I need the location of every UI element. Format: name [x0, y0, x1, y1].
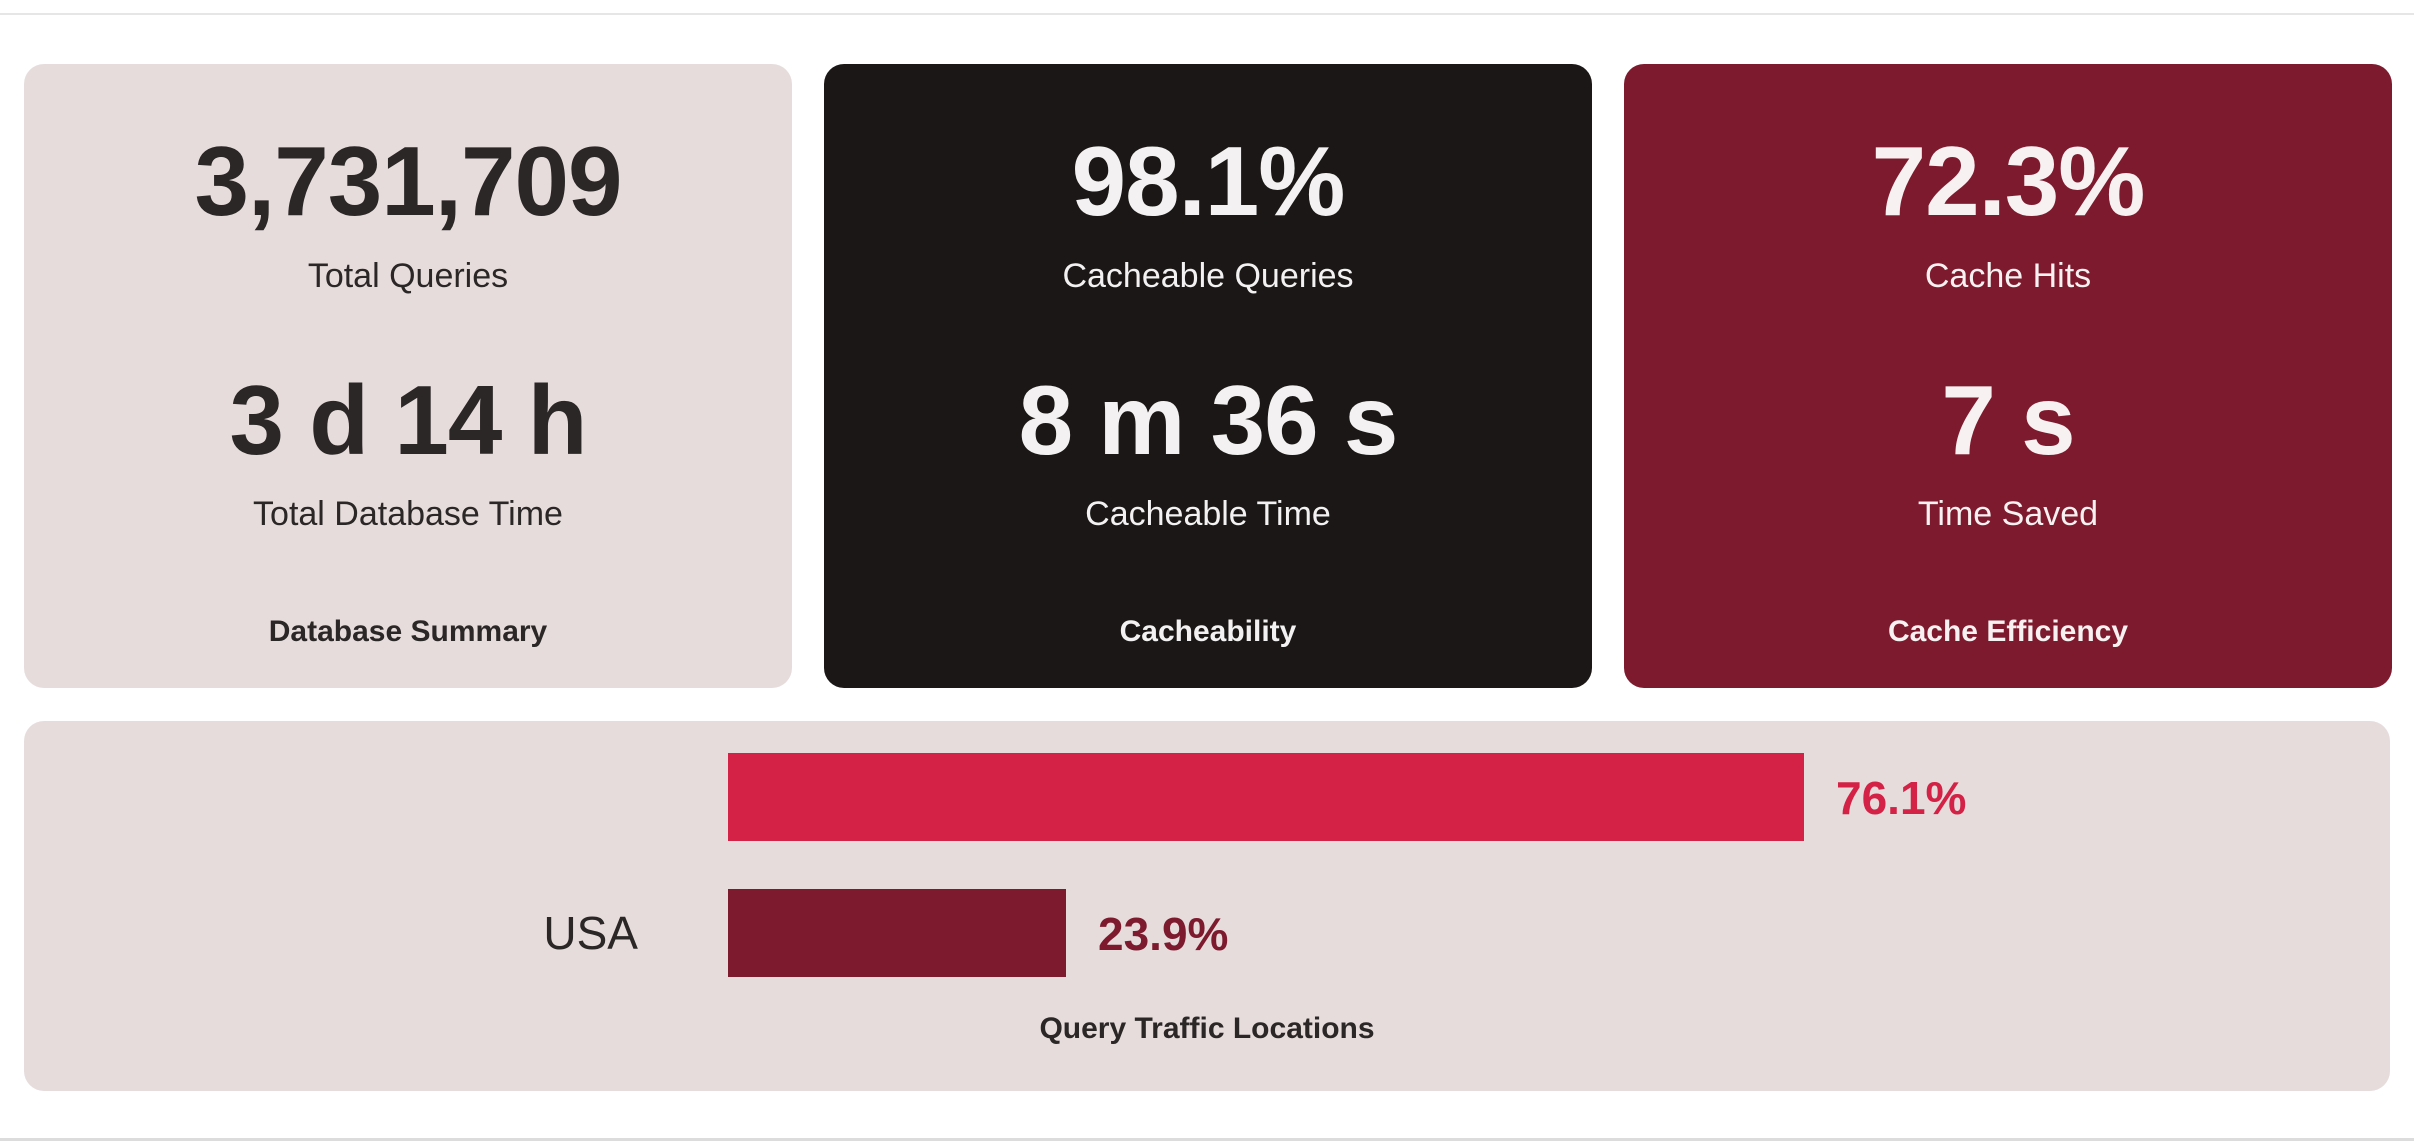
cacheability-card: 98.1% Cacheable Queries 8 m 36 s Cacheab… — [824, 64, 1592, 688]
cacheability-title: Cacheability — [1119, 615, 1297, 648]
bar-value-label: 76.1% — [1836, 772, 1967, 824]
cache-hits-value: 72.3% — [1871, 126, 2146, 236]
time-saved-value: 7 s — [1941, 365, 2075, 475]
database-summary-card: 3,731,709 Total Queries 3 d 14 h Total D… — [24, 64, 792, 688]
cacheable-time-value: 8 m 36 s — [1018, 365, 1399, 475]
cache-efficiency-card: 72.3% Cache Hits 7 s Time Saved Cache Ef… — [1624, 64, 2392, 688]
total-database-time-label: Total Database Time — [253, 495, 563, 533]
total-queries-label: Total Queries — [307, 257, 509, 295]
cacheable-time-label: Cacheable Time — [1085, 495, 1331, 533]
query-traffic-title: Query Traffic Locations — [1039, 1012, 1375, 1045]
cache-efficiency-title: Cache Efficiency — [1887, 615, 2129, 648]
total-queries-value: 3,731,709 — [194, 126, 623, 236]
traffic-bar — [728, 753, 1804, 841]
time-saved-label: Time Saved — [1917, 495, 2099, 533]
query-traffic-panel: Query Traffic Locations 76.1% USA 23.9% — [24, 721, 2390, 1091]
cacheable-queries-label: Cacheable Queries — [1062, 257, 1354, 295]
bar-category-label: USA — [543, 907, 638, 959]
total-database-time-value: 3 d 14 h — [229, 365, 588, 475]
database-summary-title: Database Summary — [268, 615, 548, 648]
cacheable-queries-value: 98.1% — [1071, 126, 1346, 236]
bottom-divider — [0, 1138, 2414, 1141]
traffic-bar — [728, 889, 1066, 977]
cache-hits-label: Cache Hits — [1924, 257, 2092, 295]
bar-value-label: 23.9% — [1098, 908, 1229, 960]
top-divider — [0, 13, 2414, 15]
